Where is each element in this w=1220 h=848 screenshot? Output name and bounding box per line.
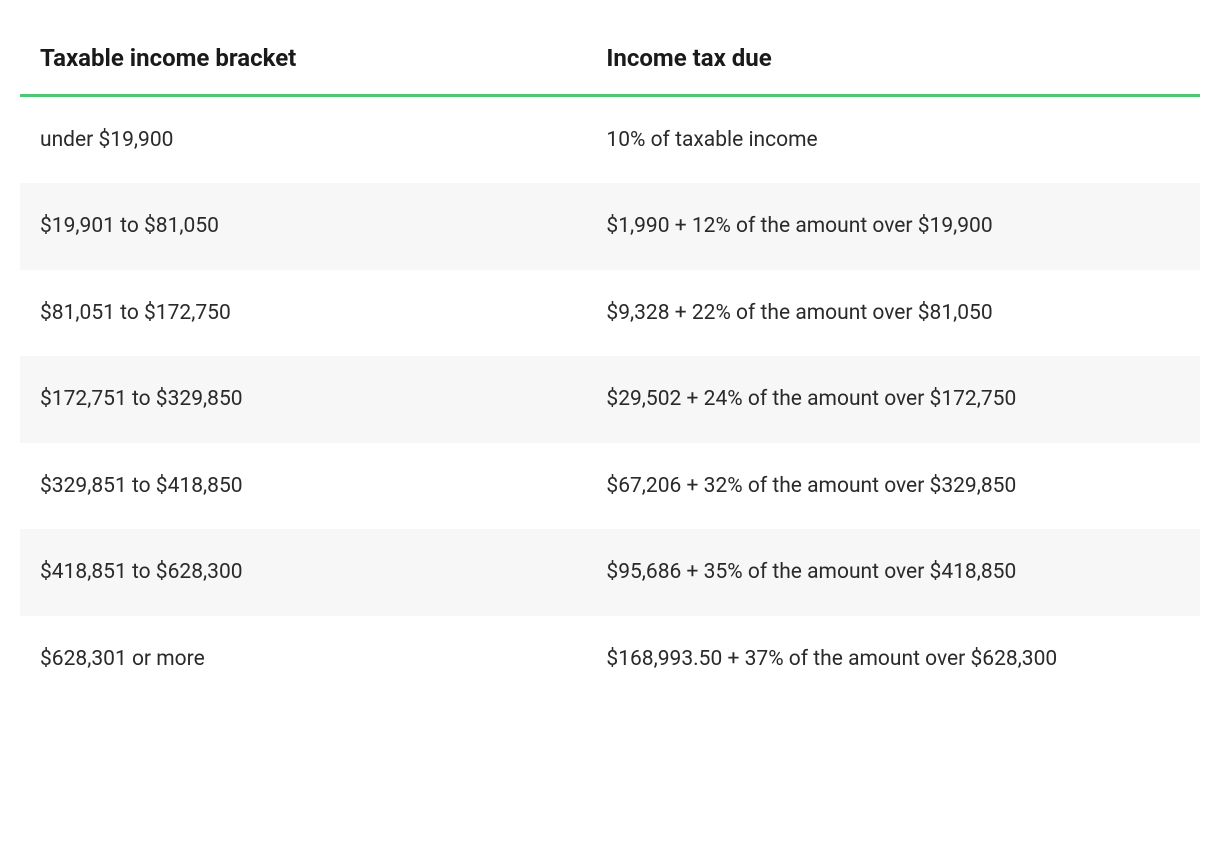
table-header-row: Taxable income bracket Income tax due [20,20,1200,96]
cell-tax-due: 10% of taxable income [586,96,1200,184]
cell-tax-due: $95,686 + 35% of the amount over $418,85… [586,529,1200,615]
column-header-bracket: Taxable income bracket [20,20,586,96]
tax-bracket-table: Taxable income bracket Income tax due un… [20,20,1200,702]
table-row: $81,051 to $172,750 $9,328 + 22% of the … [20,270,1200,356]
cell-bracket: $628,301 or more [20,616,586,702]
cell-tax-due: $1,990 + 12% of the amount over $19,900 [586,183,1200,269]
table-row: $172,751 to $329,850 $29,502 + 24% of th… [20,356,1200,442]
cell-bracket: $19,901 to $81,050 [20,183,586,269]
table-row: $329,851 to $418,850 $67,206 + 32% of th… [20,443,1200,529]
cell-tax-due: $67,206 + 32% of the amount over $329,85… [586,443,1200,529]
cell-bracket: $172,751 to $329,850 [20,356,586,442]
cell-bracket: under $19,900 [20,96,586,184]
cell-bracket: $418,851 to $628,300 [20,529,586,615]
column-header-tax-due: Income tax due [586,20,1200,96]
table-row: $418,851 to $628,300 $95,686 + 35% of th… [20,529,1200,615]
cell-tax-due: $9,328 + 22% of the amount over $81,050 [586,270,1200,356]
cell-tax-due: $168,993.50 + 37% of the amount over $62… [586,616,1200,702]
table-row: under $19,900 10% of taxable income [20,96,1200,184]
table-row: $628,301 or more $168,993.50 + 37% of th… [20,616,1200,702]
table-row: $19,901 to $81,050 $1,990 + 12% of the a… [20,183,1200,269]
cell-tax-due: $29,502 + 24% of the amount over $172,75… [586,356,1200,442]
cell-bracket: $81,051 to $172,750 [20,270,586,356]
cell-bracket: $329,851 to $418,850 [20,443,586,529]
